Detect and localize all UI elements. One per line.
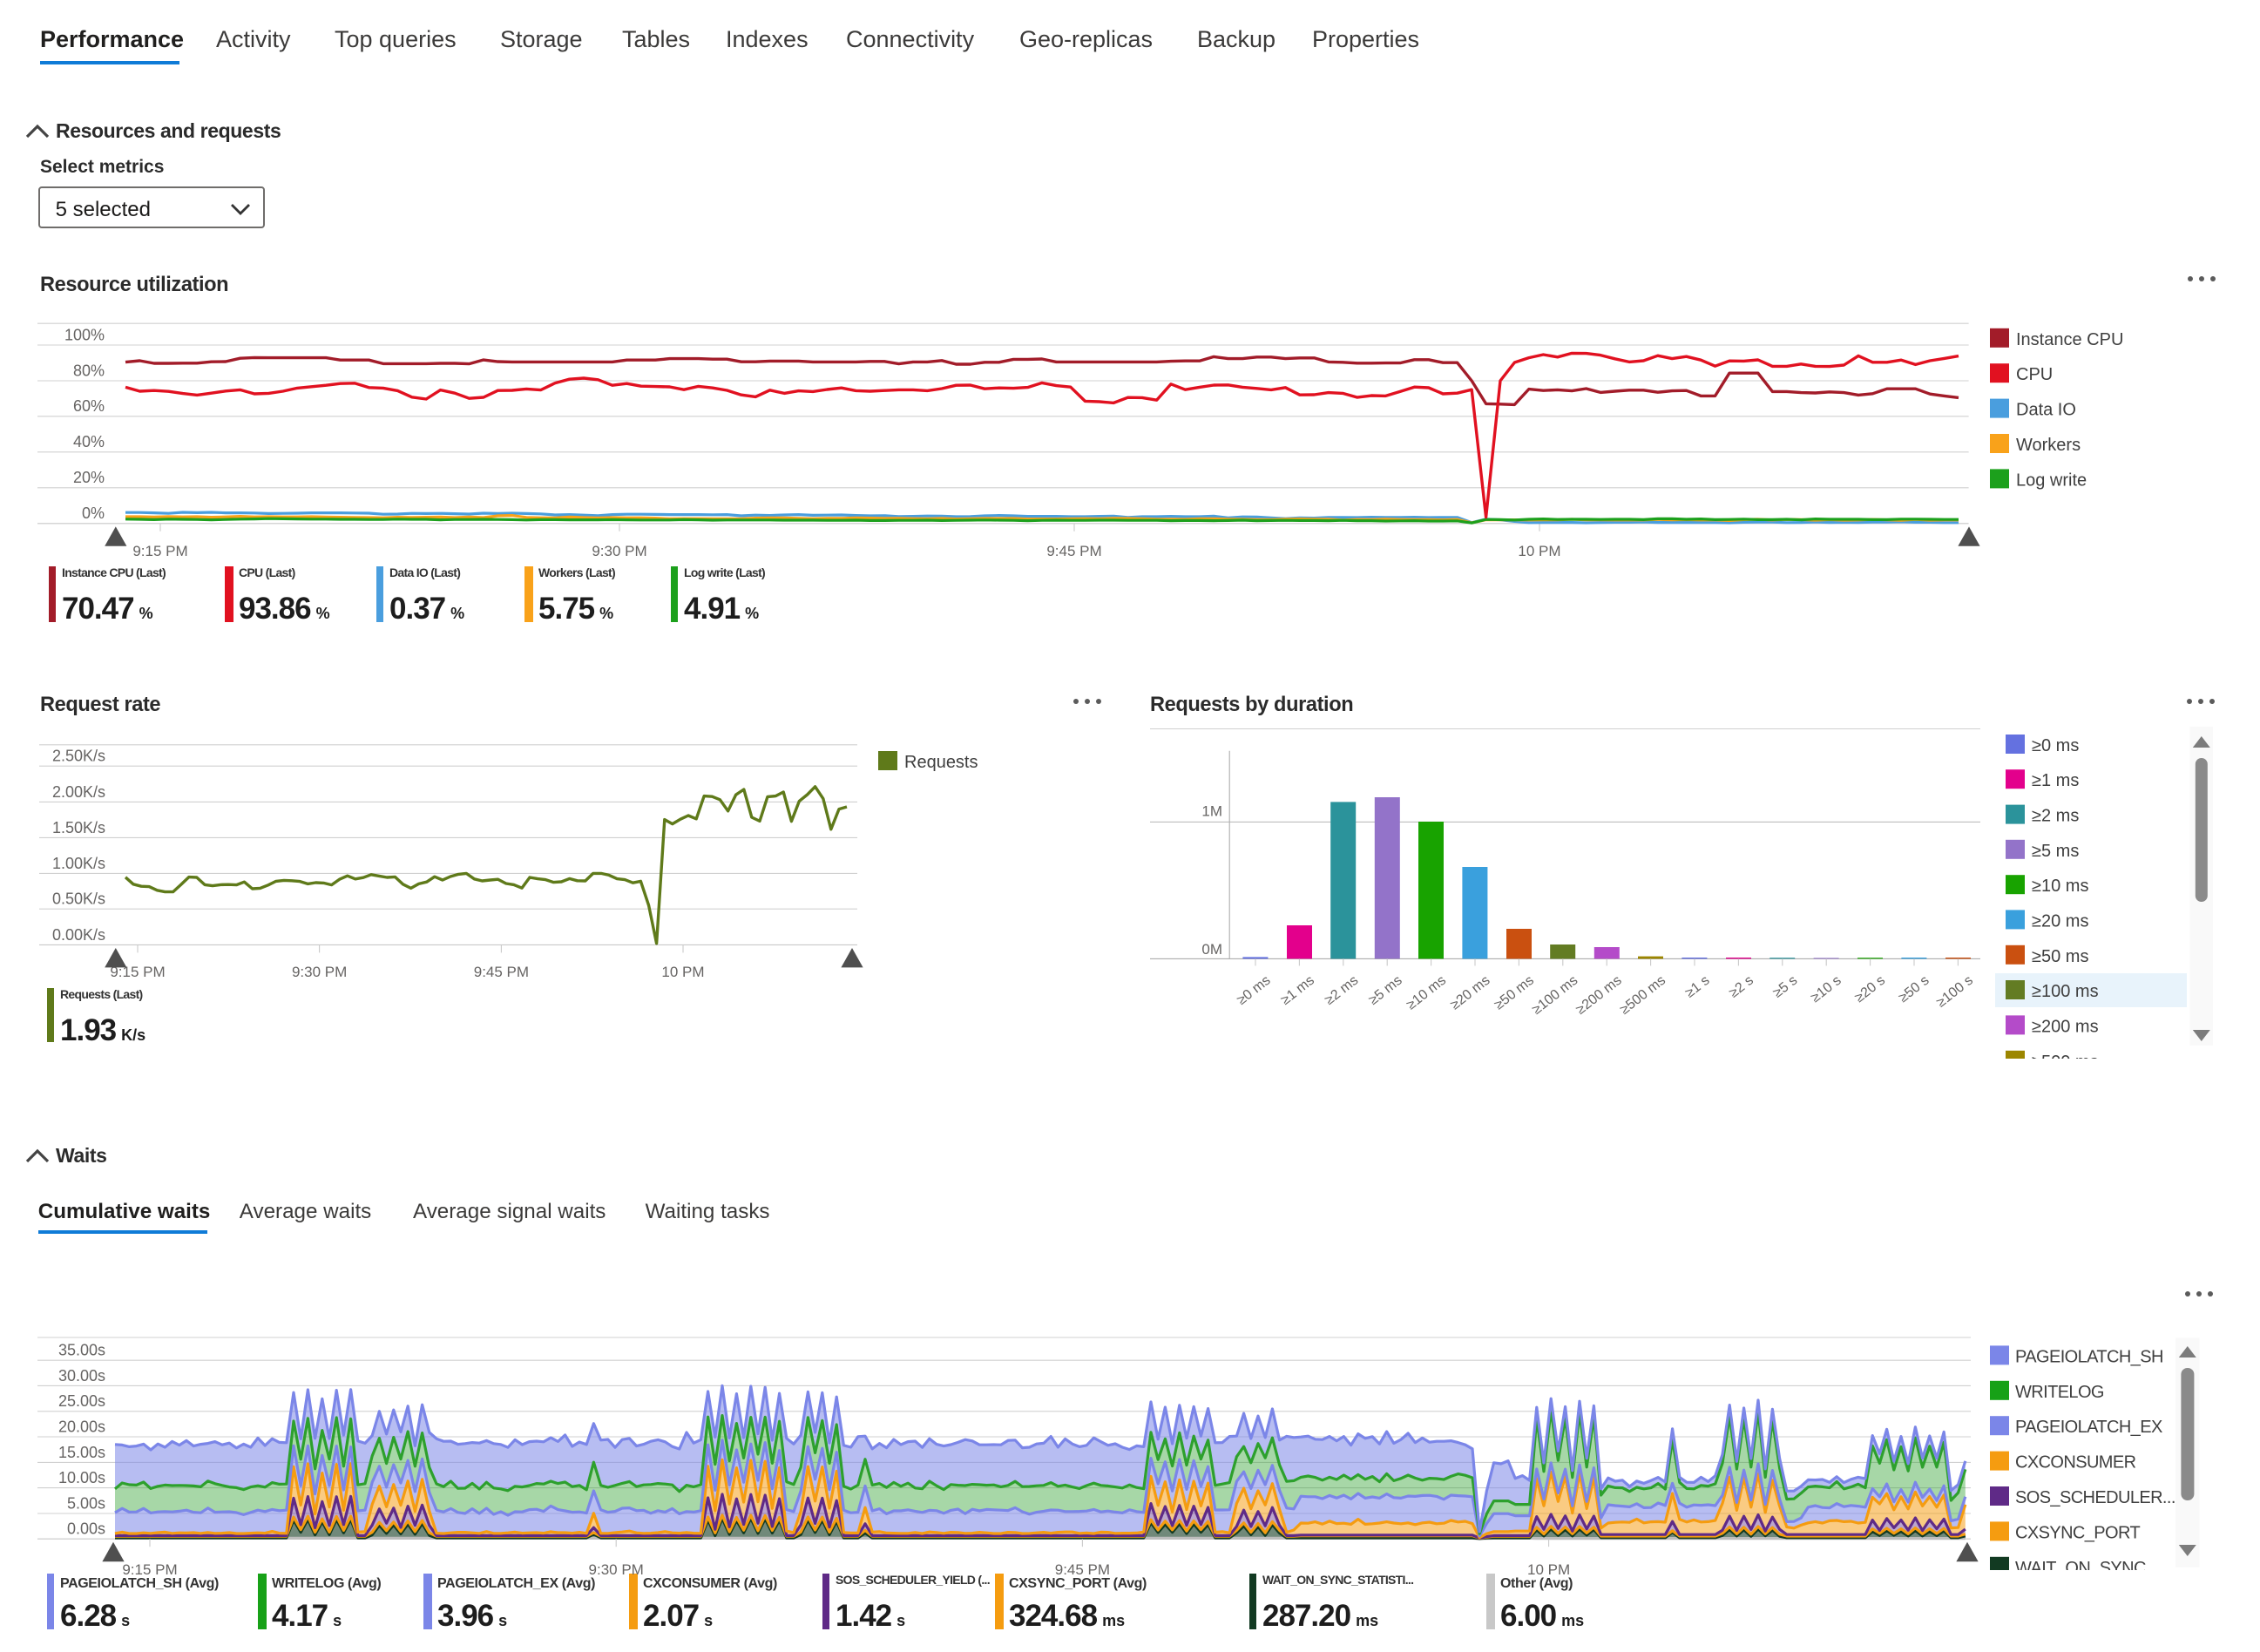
- svg-text:1.50K/s: 1.50K/s: [52, 819, 105, 836]
- svg-text:0M: 0M: [1201, 941, 1222, 958]
- svg-text:≥0 ms: ≥0 ms: [1235, 973, 1274, 1008]
- svg-text:60%: 60%: [73, 397, 105, 415]
- svg-text:20.00s: 20.00s: [58, 1418, 105, 1435]
- svg-text:≥10 ms: ≥10 ms: [2032, 877, 2088, 896]
- svg-text:CPU: CPU: [2016, 365, 2053, 384]
- svg-text:9:45 PM: 9:45 PM: [1046, 543, 1101, 559]
- svg-text:9:30 PM: 9:30 PM: [292, 964, 347, 980]
- svg-text:≥1 s: ≥1 s: [1682, 973, 1712, 1001]
- svg-text:5.00s: 5.00s: [67, 1494, 105, 1512]
- svg-text:0.00s: 0.00s: [67, 1520, 105, 1538]
- svg-text:Requests: Requests: [904, 753, 978, 772]
- svg-text:≥2 ms: ≥2 ms: [1323, 973, 1362, 1008]
- svg-text:≥5 ms: ≥5 ms: [1366, 973, 1405, 1008]
- svg-text:≥5 ms: ≥5 ms: [2032, 842, 2079, 861]
- svg-text:≥20 s: ≥20 s: [1852, 973, 1888, 1005]
- svg-text:≥2 ms: ≥2 ms: [2032, 807, 2079, 826]
- svg-text:9:30 PM: 9:30 PM: [592, 543, 646, 559]
- svg-text:PAGEIOLATCH_SH: PAGEIOLATCH_SH: [2015, 1347, 2163, 1366]
- svg-text:≥100 ms: ≥100 ms: [1530, 973, 1581, 1018]
- svg-text:40%: 40%: [73, 433, 105, 450]
- svg-text:≥1 ms: ≥1 ms: [2032, 771, 2079, 790]
- svg-text:≥1 ms: ≥1 ms: [1278, 973, 1317, 1008]
- svg-text:≥200 ms: ≥200 ms: [2032, 1017, 2099, 1036]
- svg-text:10 PM: 10 PM: [1518, 543, 1560, 559]
- svg-text:2.00K/s: 2.00K/s: [52, 783, 105, 801]
- svg-text:≥100 s: ≥100 s: [1934, 973, 1976, 1011]
- svg-text:9:15 PM: 9:15 PM: [132, 543, 187, 559]
- svg-text:≥2 s: ≥2 s: [1727, 973, 1756, 1001]
- svg-text:≥10 s: ≥10 s: [1808, 973, 1844, 1005]
- svg-text:80%: 80%: [73, 362, 105, 379]
- svg-text:0.50K/s: 0.50K/s: [52, 890, 105, 908]
- svg-text:WAIT_ON_SYNC: WAIT_ON_SYNC: [2015, 1559, 2146, 1578]
- svg-text:100%: 100%: [64, 326, 105, 343]
- svg-text:0%: 0%: [82, 504, 105, 522]
- svg-text:2.50K/s: 2.50K/s: [52, 748, 105, 765]
- svg-text:10 PM: 10 PM: [661, 964, 704, 980]
- svg-text:≥5 s: ≥5 s: [1770, 973, 1800, 1001]
- svg-text:≥500 ms: ≥500 ms: [2032, 1053, 2099, 1072]
- svg-text:≥50 s: ≥50 s: [1896, 973, 1932, 1005]
- svg-text:CXCONSUMER: CXCONSUMER: [2015, 1453, 2136, 1473]
- svg-text:SOS_SCHEDULER...: SOS_SCHEDULER...: [2015, 1488, 2175, 1507]
- svg-text:≥50 ms: ≥50 ms: [1492, 973, 1537, 1013]
- svg-text:10.00s: 10.00s: [58, 1469, 105, 1486]
- svg-text:≥100 ms: ≥100 ms: [2032, 982, 2099, 1001]
- svg-text:≥0 ms: ≥0 ms: [2032, 736, 2079, 755]
- svg-text:Data IO: Data IO: [2016, 401, 2076, 420]
- svg-text:≥500 ms: ≥500 ms: [1617, 973, 1668, 1018]
- svg-text:Instance CPU: Instance CPU: [2016, 330, 2123, 349]
- svg-text:PAGEIOLATCH_EX: PAGEIOLATCH_EX: [2015, 1418, 2162, 1437]
- svg-text:9:45 PM: 9:45 PM: [474, 964, 529, 980]
- svg-text:CXSYNC_PORT: CXSYNC_PORT: [2015, 1523, 2140, 1542]
- svg-text:≥200 ms: ≥200 ms: [1573, 973, 1625, 1018]
- svg-text:≥10 ms: ≥10 ms: [1404, 973, 1449, 1013]
- svg-text:0.00K/s: 0.00K/s: [52, 926, 105, 944]
- svg-text:≥20 ms: ≥20 ms: [1448, 973, 1493, 1013]
- svg-text:9:15 PM: 9:15 PM: [110, 964, 165, 980]
- svg-text:30.00s: 30.00s: [58, 1367, 105, 1385]
- svg-text:1.00K/s: 1.00K/s: [52, 855, 105, 872]
- svg-text:WRITELOG: WRITELOG: [2015, 1383, 2104, 1402]
- svg-text:Log write: Log write: [2016, 471, 2087, 490]
- svg-text:≥20 ms: ≥20 ms: [2032, 912, 2088, 931]
- svg-text:≥50 ms: ≥50 ms: [2032, 947, 2088, 966]
- svg-text:1M: 1M: [1201, 803, 1222, 820]
- svg-text:Workers: Workers: [2016, 436, 2081, 455]
- svg-text:35.00s: 35.00s: [58, 1342, 105, 1359]
- svg-text:15.00s: 15.00s: [58, 1444, 105, 1461]
- svg-text:20%: 20%: [73, 469, 105, 486]
- svg-text:25.00s: 25.00s: [58, 1392, 105, 1410]
